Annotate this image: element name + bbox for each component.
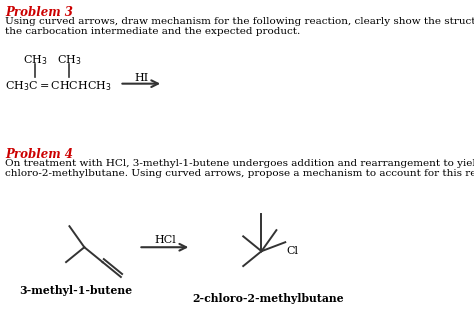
Text: CH$_3$: CH$_3$ [23, 53, 47, 67]
Text: Using curved arrows, draw mechanism for the following reaction, clearly show the: Using curved arrows, draw mechanism for … [5, 17, 474, 26]
Text: CH$_3$: CH$_3$ [56, 53, 81, 67]
Text: 3-methyl-1-butene: 3-methyl-1-butene [19, 285, 132, 296]
Text: chloro-2-methylbutane. Using curved arrows, propose a mechanism to account for t: chloro-2-methylbutane. Using curved arro… [5, 169, 474, 178]
Text: Problem 4: Problem 4 [5, 148, 73, 161]
Text: the carbocation intermediate and the expected product.: the carbocation intermediate and the exp… [5, 27, 300, 36]
Text: 2-chloro-2-methylbutane: 2-chloro-2-methylbutane [193, 293, 344, 304]
Text: CH$_3$C$=$CHCHCH$_3$: CH$_3$C$=$CHCHCH$_3$ [5, 79, 112, 92]
Text: On treatment with HCl, 3-methyl-1-butene undergoes addition and rearrangement to: On treatment with HCl, 3-methyl-1-butene… [5, 159, 474, 168]
Text: Problem 3: Problem 3 [5, 6, 73, 19]
Text: Cl: Cl [287, 246, 299, 256]
Text: HI: HI [134, 73, 148, 83]
Text: HCl: HCl [154, 235, 176, 245]
